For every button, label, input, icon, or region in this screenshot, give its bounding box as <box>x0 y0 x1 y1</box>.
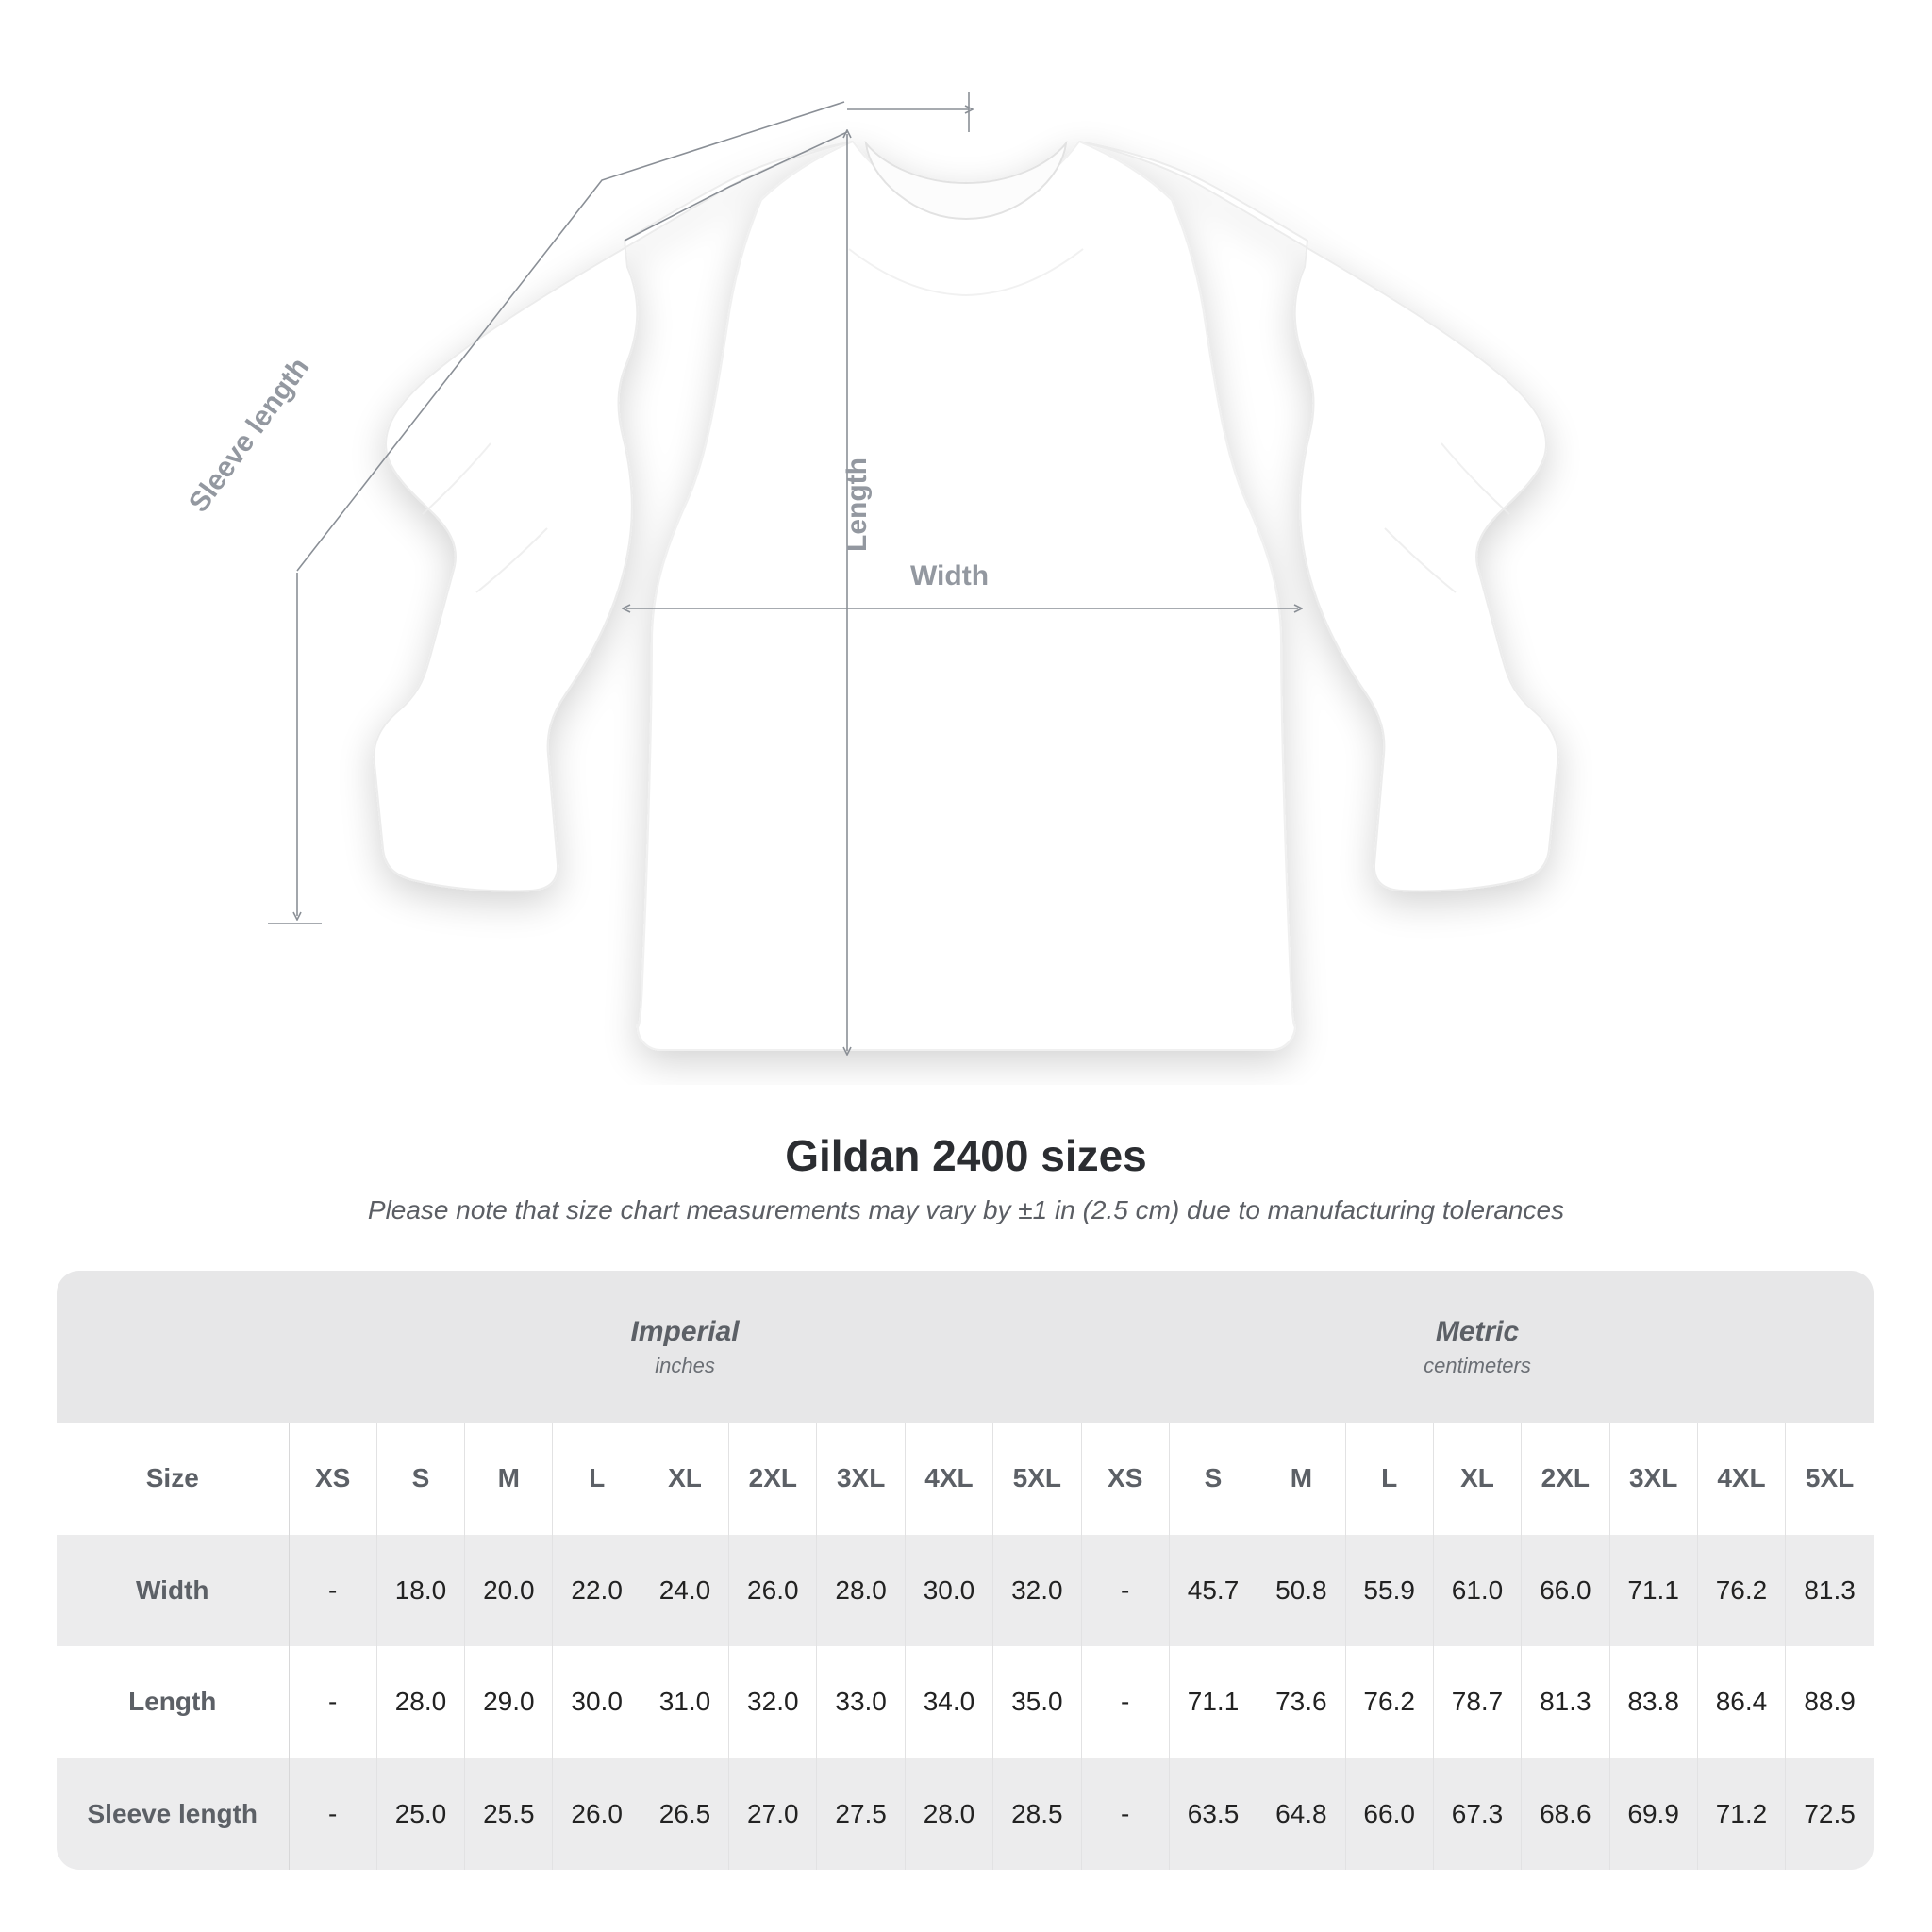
svg-text:Length: Length <box>841 458 873 552</box>
svg-text:Width: Width <box>910 560 989 591</box>
svg-text:Sleeve length: Sleeve length <box>183 352 315 518</box>
